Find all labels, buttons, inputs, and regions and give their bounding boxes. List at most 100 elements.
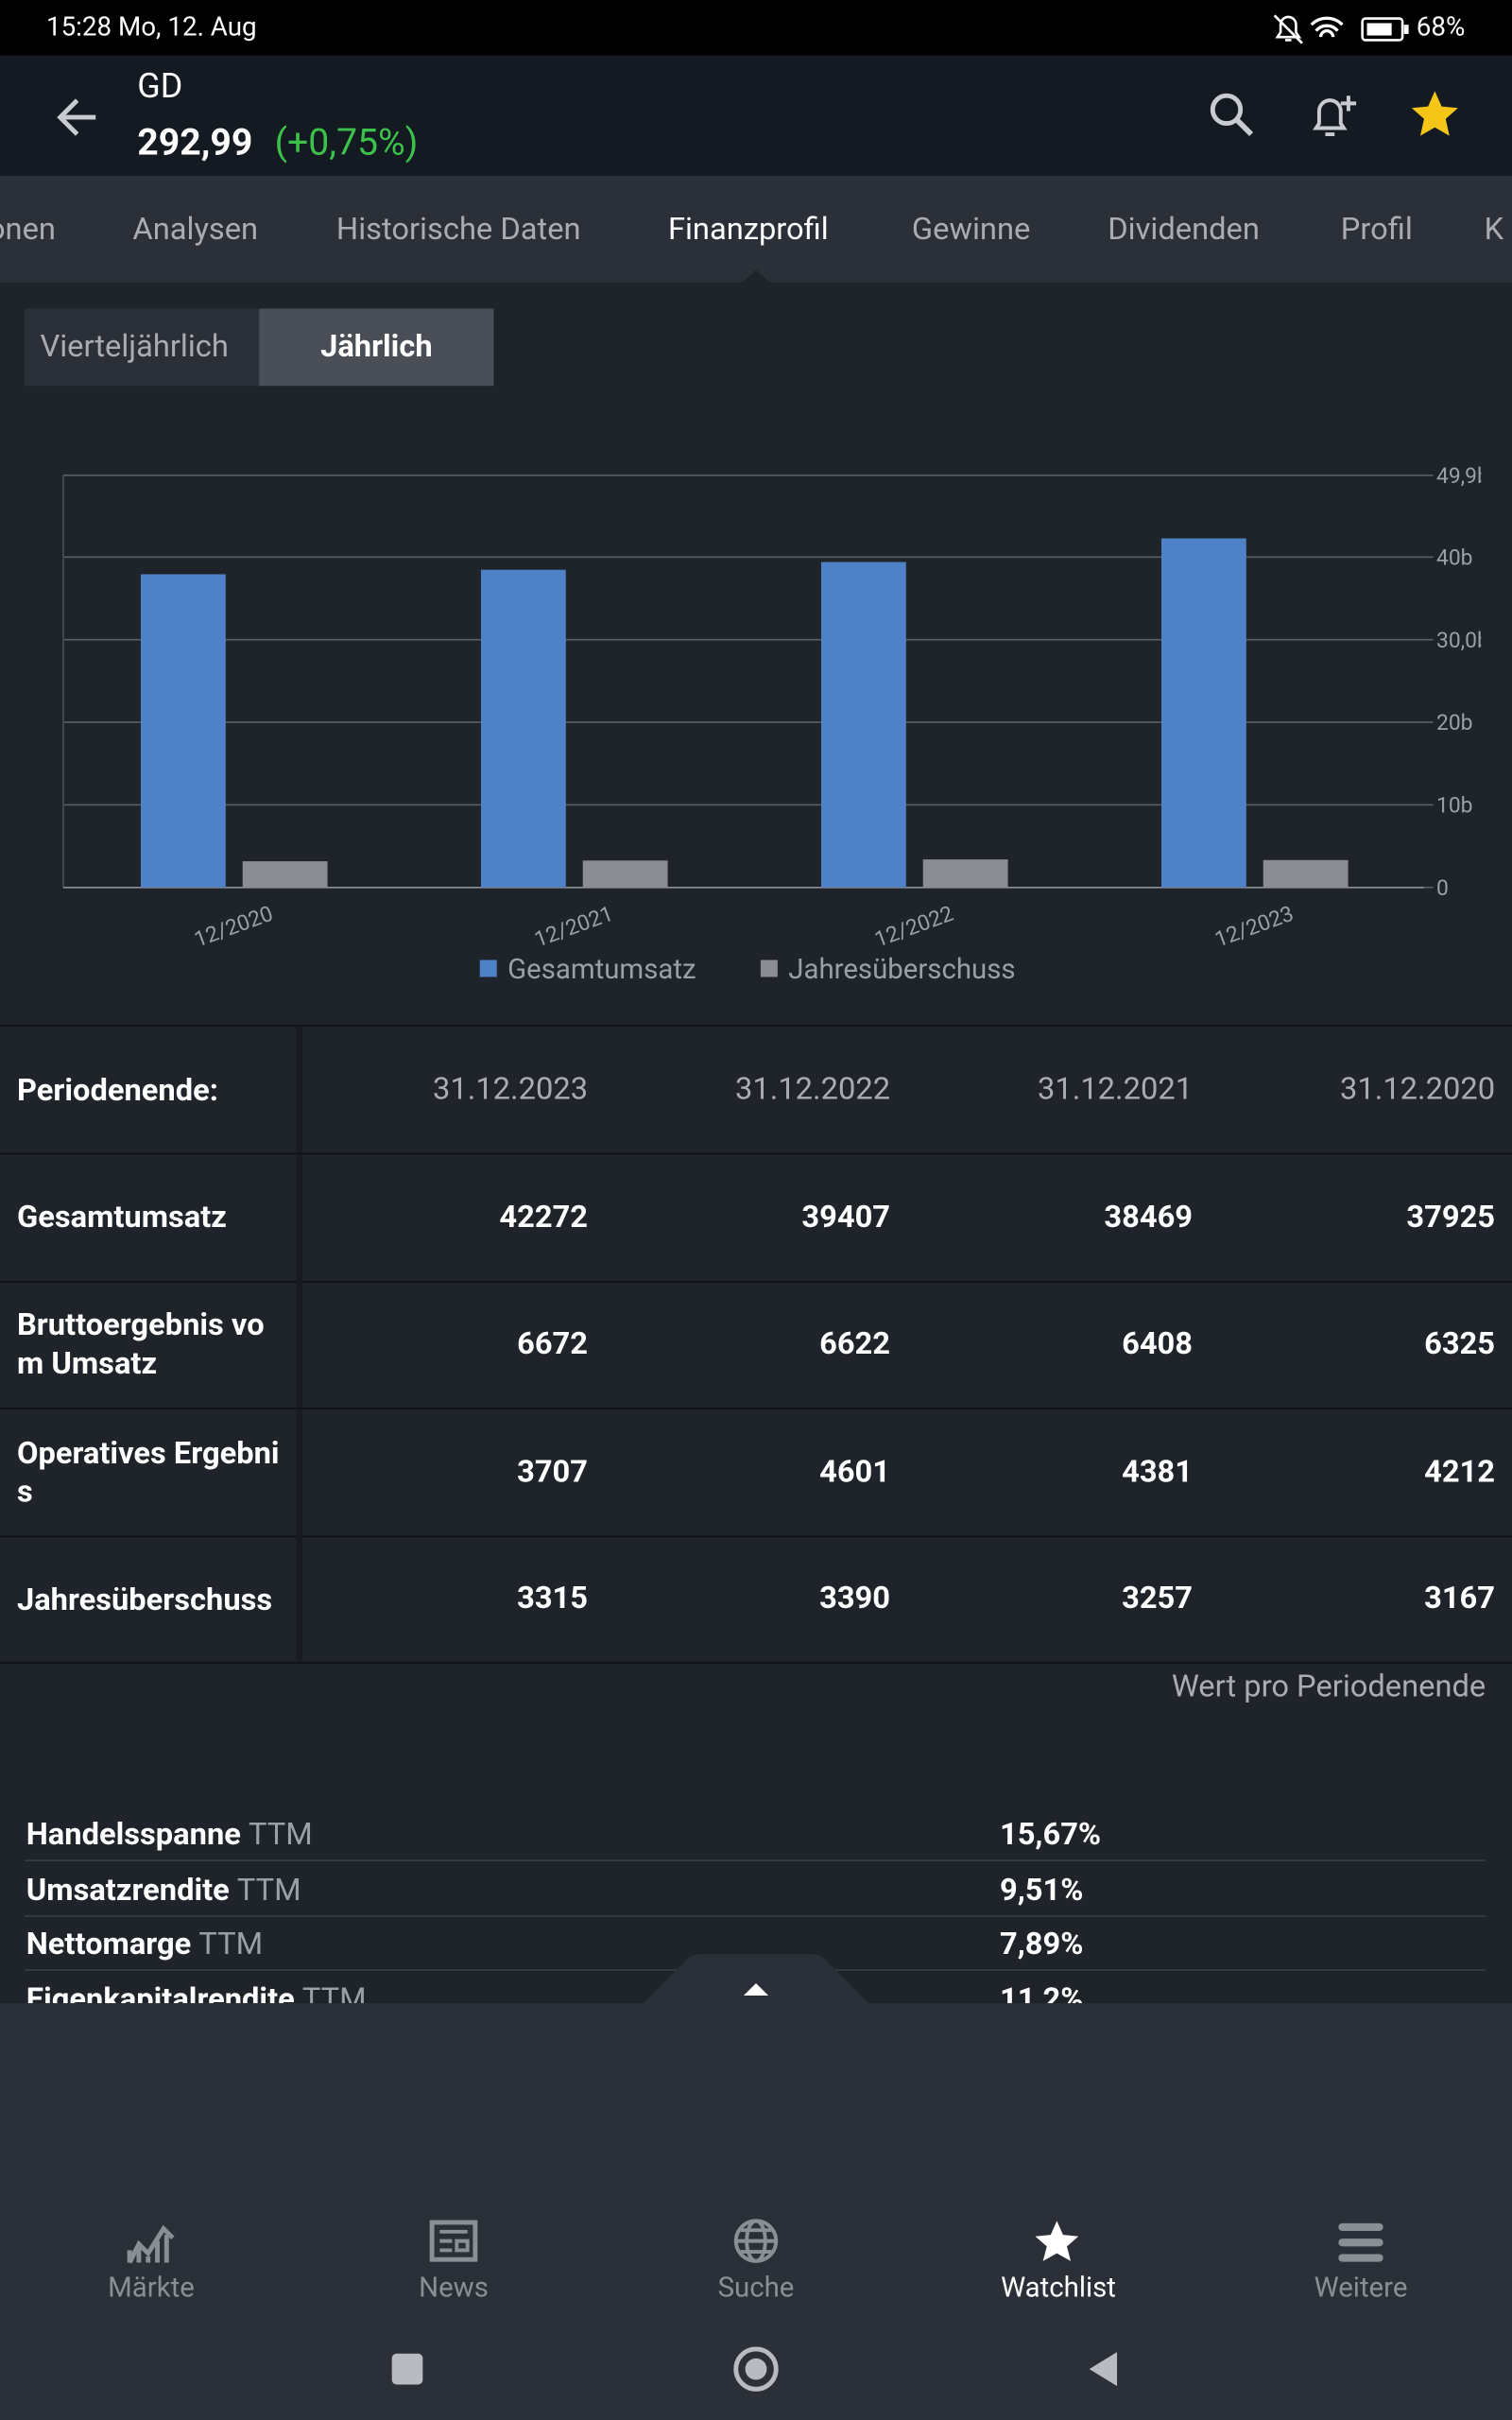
table-value: 6672 (517, 1324, 589, 1362)
table-row: Operatives Ergebnis 3707 4601 4381 4212 (0, 1409, 1512, 1537)
nav-label[interactable]: Watchlist (1001, 2272, 1116, 2305)
tab[interactable]: onen (0, 210, 56, 248)
ratio-name: Handelsspanne (26, 1815, 241, 1853)
table-value: 3167 (1424, 1579, 1496, 1617)
bar (820, 562, 906, 888)
back-button[interactable] (53, 93, 102, 142)
row-label: Bruttoergebnis vom Umsatz (16, 1305, 265, 1382)
legend-swatch (479, 959, 497, 977)
y-tick-label: 40b (1436, 545, 1473, 571)
nav-icons (127, 2219, 1383, 2264)
expand-handle[interactable] (642, 1953, 870, 2007)
tab[interactable]: Dividenden (1108, 210, 1260, 248)
ratio-label: Handelsspanne TTM (26, 1815, 313, 1852)
table-value: 4601 (819, 1451, 891, 1490)
bar (922, 859, 1008, 888)
table-value: 6622 (819, 1324, 891, 1362)
ratio-value: 7,89% (999, 1924, 1084, 1962)
x-tick-label: 12/2023 (1211, 901, 1297, 953)
table-row: Periodenende: 31.12.2023 31.12.2022 31.12.2… (0, 1026, 1512, 1155)
table-row: Gesamtumsatz 42272 39407 38469 37925 (0, 1153, 1512, 1283)
price-change: (+0,75%) (274, 120, 419, 164)
table-value: 4381 (1122, 1451, 1194, 1490)
table-value: 4212 (1424, 1451, 1496, 1490)
tab[interactable]: Finanzprofil (667, 210, 829, 248)
ratio-suffix: TTM (249, 1815, 313, 1853)
toggle-quarterly[interactable]: Vierteljährlich (25, 308, 260, 387)
table-value: 38469 (1104, 1197, 1194, 1235)
table-note: Wert pro Periodenende (1171, 1667, 1486, 1704)
ratio-suffix: TTM (301, 1979, 367, 2004)
ratio-label: Eigenkapitalrendite TTM (26, 1979, 367, 2003)
favorite-button[interactable] (1407, 86, 1463, 142)
ratio-list: Handelsspanne TTM 15,67% Umsatzrendite TTM… (0, 1806, 1512, 2003)
table-value: 37925 (1406, 1197, 1496, 1235)
table-value: 3315 (517, 1579, 589, 1617)
ratio-value: 15,67% (999, 1815, 1102, 1853)
row-label-cell (0, 1153, 302, 1281)
row-label-cell (0, 1536, 302, 1664)
symbol: GD (137, 67, 183, 107)
column-date: 31.12.2022 (735, 1069, 891, 1107)
y-tick-label: 10b (1436, 793, 1473, 819)
home-button[interactable] (733, 2346, 779, 2392)
search-button[interactable] (1203, 86, 1259, 142)
row-label-cell (0, 1409, 302, 1536)
toggle-annual[interactable]: Jährlich (259, 308, 494, 387)
y-tick-label: 30,0b (1436, 628, 1481, 653)
battery-level: 68% (1416, 12, 1466, 43)
column-date: 31.12.2023 (433, 1069, 589, 1107)
nav-label[interactable]: Weitere (1314, 2272, 1408, 2305)
ratio-label: Umsatzrendite TTM (26, 1870, 301, 1907)
legend-label: Gesamtumsatz (507, 954, 696, 986)
nav-label[interactable]: Märkte (108, 2272, 195, 2305)
table-value: 3257 (1122, 1579, 1194, 1617)
row-label: Periodenende: (16, 1070, 218, 1108)
status-time: 15:28 Mo, 12. Aug (45, 12, 257, 43)
legend-label: Jahresüberschuss (788, 954, 1015, 986)
price: 292,99 (137, 120, 253, 164)
chart: 0 10b 20b 30,0b 40b 49,9b 12/2020 12/2021 12/202… (62, 463, 1481, 986)
status-bar: 15:28 Mo, 12. Aug 68% (0, 0, 1512, 56)
row-label: Operatives Ergebnis (16, 1433, 280, 1510)
table-row: Jahresüberschuss 3315 3390 3257 3167 (0, 1536, 1512, 1665)
ratio-row: Eigenkapitalrendite TTM 11,2% (25, 1970, 1486, 2003)
toggle-label: Jährlich (320, 327, 433, 365)
ratio-name: Eigenkapitalrendite (26, 1979, 295, 2004)
recents-button[interactable] (391, 2353, 423, 2385)
bar (242, 861, 328, 888)
table-value: 3390 (819, 1579, 891, 1617)
bar (480, 569, 566, 888)
tab-bar: onen Analysen Historische Daten Finanzprofi… (0, 176, 1512, 283)
tab-indicator (740, 269, 772, 285)
alert-button[interactable] (1308, 86, 1364, 142)
battery-icon (1361, 17, 1409, 42)
bar (582, 860, 668, 888)
nav-label[interactable]: News (419, 2272, 489, 2305)
ratio-value: 11,2% (999, 1979, 1084, 2004)
nav-label[interactable]: Suche (717, 2272, 795, 2305)
legend-swatch (760, 959, 778, 977)
tab[interactable]: Analysen (132, 210, 259, 248)
back-system-button[interactable] (1089, 2352, 1118, 2387)
tab[interactable]: K (1484, 210, 1504, 248)
ratio-value: 9,51% (999, 1869, 1084, 1908)
table-row: Bruttoergebnis vom Umsatz 6672 6622 6408 632… (0, 1281, 1512, 1409)
column-date: 31.12.2020 (1340, 1069, 1496, 1107)
ratio-label: Nettomarge TTM (26, 1925, 263, 1962)
row-label-cell (0, 1281, 302, 1409)
bar (140, 574, 226, 888)
tab[interactable]: Gewinne (911, 210, 1031, 248)
table-value: 6325 (1424, 1324, 1496, 1362)
table-value: 3707 (517, 1451, 589, 1490)
ratio-suffix: TTM (198, 1924, 264, 1962)
row-label-cell (0, 1026, 302, 1153)
app-header: GD 292,99 (+0,75%) (0, 55, 1512, 177)
tab[interactable]: Historische Daten (335, 210, 581, 248)
tab[interactable]: Profil (1340, 210, 1413, 248)
y-tick-label: 20b (1436, 710, 1473, 735)
ratio-row: Handelsspanne TTM 15,67% (25, 1806, 1486, 1861)
table-value: 39407 (801, 1197, 891, 1235)
